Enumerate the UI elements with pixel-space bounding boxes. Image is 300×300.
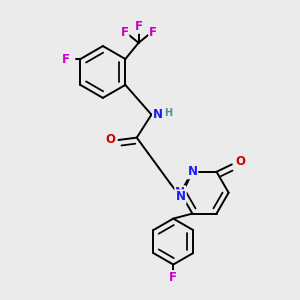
Text: O: O	[105, 134, 115, 146]
Text: O: O	[235, 155, 245, 168]
Text: N: N	[153, 108, 163, 121]
Text: H: H	[164, 109, 172, 118]
Text: F: F	[62, 52, 70, 65]
Text: F: F	[135, 20, 142, 33]
Text: F: F	[169, 271, 177, 284]
Text: N: N	[175, 186, 185, 199]
Text: F: F	[120, 26, 128, 39]
Text: N: N	[188, 165, 197, 178]
Text: N: N	[176, 190, 186, 203]
Text: F: F	[149, 26, 157, 39]
